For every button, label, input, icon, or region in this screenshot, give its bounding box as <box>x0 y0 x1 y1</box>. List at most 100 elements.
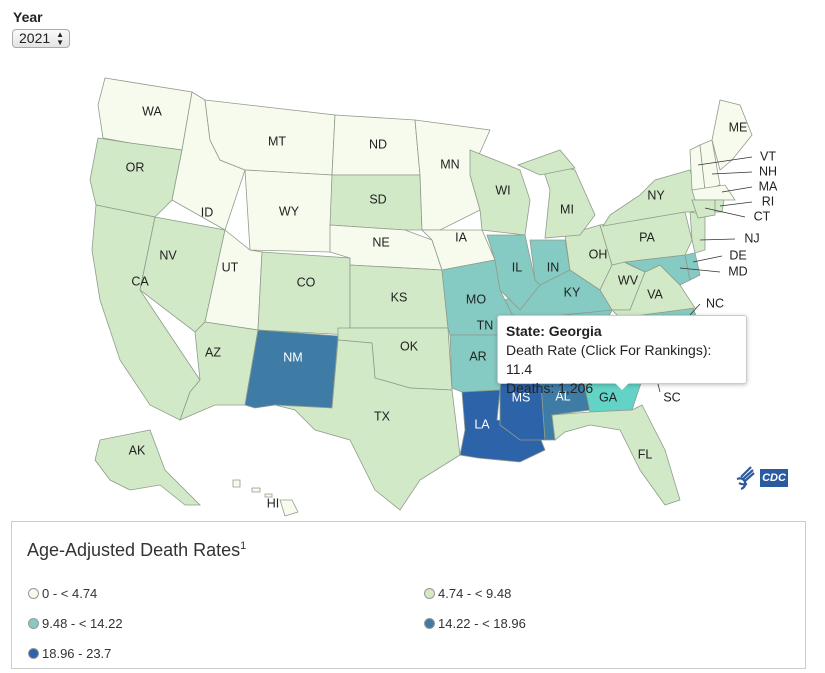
state-label: WA <box>142 104 162 118</box>
state-or[interactable] <box>89 137 183 218</box>
state-label: HI <box>267 496 280 510</box>
state-label: OK <box>400 339 419 353</box>
state-label: NJ <box>744 231 759 245</box>
state-label: KY <box>564 285 581 299</box>
legend-label: 0 - < 4.74 <box>42 586 98 601</box>
state-hi-island[interactable] <box>251 487 261 493</box>
state-label: NM <box>283 350 302 364</box>
legend-swatch-icon <box>28 618 39 629</box>
state-label: MT <box>268 134 286 148</box>
legend-title: Age-Adjusted Death Rates1 <box>27 540 247 560</box>
state-label: CO <box>297 275 316 289</box>
state-label: NH <box>759 164 777 178</box>
year-label: Year <box>13 9 43 25</box>
state-tooltip: State: Georgia Death Rate (Click For Ran… <box>497 315 747 396</box>
state-label: ND <box>369 137 387 151</box>
state-hi[interactable] <box>279 499 299 517</box>
state-label: VT <box>760 149 776 163</box>
legend-item[interactable]: 18.96 - 23.7 <box>28 646 111 661</box>
state-label: MN <box>440 157 459 171</box>
state-label: PA <box>639 230 655 244</box>
legend: Age-Adjusted Death Rates1 0 - < 4.74 4.74… <box>11 521 806 669</box>
state-label: NC <box>706 296 724 310</box>
select-arrows-icon: ▲ ▼ <box>56 30 64 47</box>
state-tx[interactable] <box>274 339 461 511</box>
state-label: MO <box>466 292 486 306</box>
state-ct[interactable] <box>691 199 716 219</box>
state-sd[interactable] <box>329 174 423 231</box>
legend-label: 4.74 - < 9.48 <box>438 586 512 601</box>
footnote-marker: 1 <box>240 540 247 552</box>
callout-line <box>679 267 721 273</box>
state-hi-island[interactable] <box>232 479 241 488</box>
state-label: SC <box>663 390 680 404</box>
legend-item[interactable]: 9.48 - < 14.22 <box>28 616 123 631</box>
state-label: LA <box>474 417 490 431</box>
state-label: CA <box>131 274 149 288</box>
state-label: CT <box>754 209 771 223</box>
state-ak[interactable] <box>94 429 201 506</box>
state-label: ME <box>729 120 748 134</box>
legend-label: 9.48 - < 14.22 <box>42 616 123 631</box>
callout-line <box>692 255 723 263</box>
callout-line <box>719 201 753 207</box>
state-wi[interactable] <box>469 149 531 236</box>
state-nm[interactable] <box>244 329 339 409</box>
legend-item[interactable]: 0 - < 4.74 <box>28 586 97 601</box>
legend-swatch-icon <box>28 588 39 599</box>
state-hi-island[interactable] <box>264 493 273 498</box>
state-nj[interactable] <box>689 211 706 254</box>
state-label: MA <box>759 179 778 193</box>
state-label: OH <box>589 247 608 261</box>
state-in[interactable] <box>529 239 571 286</box>
state-mn[interactable] <box>414 119 491 231</box>
hhs-eagle-icon <box>736 466 755 491</box>
callout-line <box>711 171 753 175</box>
state-label: AR <box>469 349 486 363</box>
state-label: WV <box>618 273 639 287</box>
callout-line <box>704 207 746 218</box>
state-label: RI <box>762 194 775 208</box>
state-label: IN <box>547 260 560 274</box>
state-label: GA <box>599 390 618 404</box>
legend-item[interactable]: 4.74 - < 9.48 <box>424 586 511 601</box>
state-co[interactable] <box>257 251 351 336</box>
state-label: OR <box>126 160 145 174</box>
state-mi[interactable] <box>539 159 596 239</box>
state-label: AZ <box>205 345 221 359</box>
state-nh[interactable] <box>699 139 721 191</box>
legend-label: 18.96 - 23.7 <box>42 646 112 661</box>
state-label: TN <box>477 318 494 332</box>
state-label: NV <box>159 248 177 262</box>
year-select-value: 2021 <box>19 30 51 46</box>
legend-item[interactable]: 14.22 - < 18.96 <box>424 616 526 631</box>
state-label: FL <box>638 447 653 461</box>
callout-line <box>697 156 753 166</box>
tooltip-deaths: Deaths: 1,206 <box>506 380 594 396</box>
year-select[interactable]: 2021 ▲ ▼ <box>12 29 70 48</box>
state-de[interactable] <box>684 252 701 281</box>
state-ma[interactable] <box>691 184 736 201</box>
state-label: IL <box>512 260 522 274</box>
callout-line <box>721 186 753 193</box>
legend-swatch-icon <box>424 588 435 599</box>
state-label: MI <box>560 202 574 216</box>
state-mi[interactable] <box>516 149 576 176</box>
state-label: WI <box>495 183 510 197</box>
state-label: MS <box>512 390 531 404</box>
state-label: NE <box>372 235 389 249</box>
state-il[interactable] <box>486 234 541 311</box>
state-label: KS <box>391 290 408 304</box>
state-label: TX <box>374 409 391 423</box>
state-label: VA <box>647 287 663 301</box>
us-map: WA OR CA NV ID MT WY UT CO AZ NM ND SD NE KS OK TX MN IA WI… <box>89 77 778 517</box>
cdc-logo: CDC <box>733 465 788 491</box>
state-label: MD <box>728 264 747 278</box>
state-label: WY <box>279 204 300 218</box>
state-me[interactable] <box>711 99 753 171</box>
tooltip-rate[interactable]: Death Rate (Click For Rankings): 11.4 <box>506 342 712 377</box>
state-fl[interactable] <box>551 404 681 506</box>
callout-line <box>689 303 701 316</box>
cdc-text: CDC <box>760 469 788 487</box>
legend-swatch-icon <box>28 648 39 659</box>
